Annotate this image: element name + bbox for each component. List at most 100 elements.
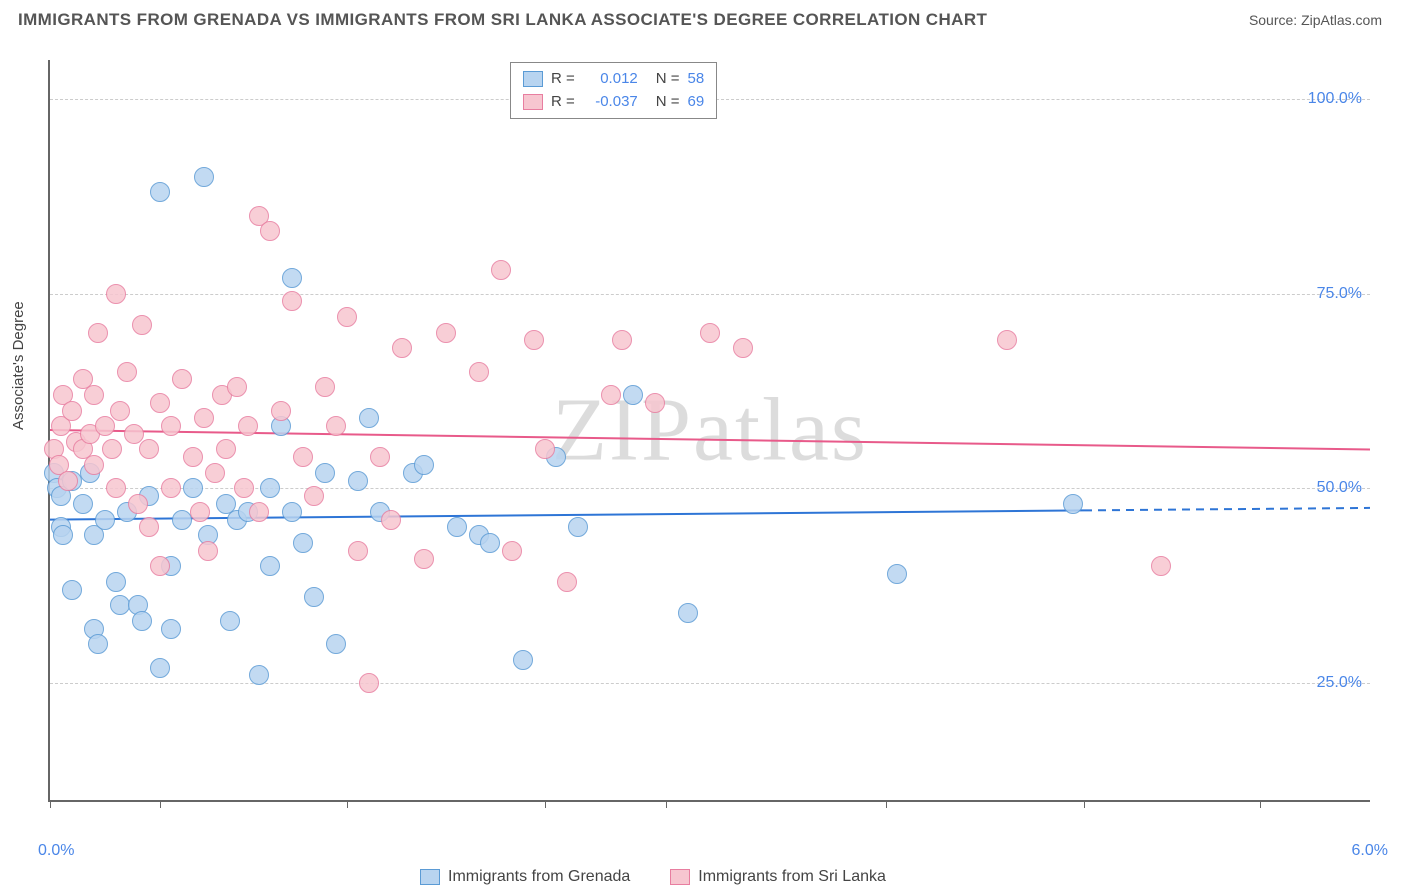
data-point xyxy=(95,416,115,436)
data-point xyxy=(139,517,159,537)
data-point xyxy=(150,658,170,678)
source-attribution: Source: ZipAtlas.com xyxy=(1249,12,1382,28)
n-value: 69 xyxy=(688,91,705,114)
data-point xyxy=(326,634,346,654)
data-point xyxy=(88,634,108,654)
n-value: 58 xyxy=(688,68,705,91)
data-point xyxy=(58,471,78,491)
data-point xyxy=(117,362,137,382)
x-tick xyxy=(666,800,667,808)
data-point xyxy=(150,556,170,576)
swatch-icon xyxy=(523,94,543,110)
data-point xyxy=(568,517,588,537)
chart-title: IMMIGRANTS FROM GRENADA VS IMMIGRANTS FR… xyxy=(18,10,987,30)
data-point xyxy=(260,221,280,241)
x-tick xyxy=(160,800,161,808)
data-point xyxy=(106,284,126,304)
data-point xyxy=(62,401,82,421)
r-value: 0.012 xyxy=(583,68,638,91)
legend-item-srilanka: Immigrants from Sri Lanka xyxy=(670,868,886,886)
data-point xyxy=(227,377,247,397)
data-point xyxy=(249,665,269,685)
n-label: N = xyxy=(656,68,680,91)
data-point xyxy=(190,502,210,522)
gridline xyxy=(50,294,1370,295)
data-point xyxy=(700,323,720,343)
data-point xyxy=(612,330,632,350)
data-point xyxy=(161,619,181,639)
data-point xyxy=(282,268,302,288)
data-point xyxy=(249,502,269,522)
x-axis-max-label: 6.0% xyxy=(1352,842,1388,860)
data-point xyxy=(359,408,379,428)
data-point xyxy=(436,323,456,343)
data-point xyxy=(414,549,434,569)
data-point xyxy=(194,408,214,428)
data-point xyxy=(53,525,73,545)
data-point xyxy=(623,385,643,405)
data-point xyxy=(524,330,544,350)
data-point xyxy=(887,564,907,584)
data-point xyxy=(84,455,104,475)
gridline xyxy=(50,683,1370,684)
data-point xyxy=(260,478,280,498)
data-point xyxy=(139,439,159,459)
r-label: R = xyxy=(551,68,575,91)
x-tick xyxy=(50,800,51,808)
correlation-legend: R = 0.012 N = 58 R = -0.037 N = 69 xyxy=(510,62,717,119)
data-point xyxy=(132,315,152,335)
data-point xyxy=(128,494,148,514)
data-point xyxy=(84,385,104,405)
data-point xyxy=(392,338,412,358)
data-point xyxy=(150,182,170,202)
data-point xyxy=(502,541,522,561)
x-axis-min-label: 0.0% xyxy=(38,842,74,860)
r-label: R = xyxy=(551,91,575,114)
x-tick xyxy=(347,800,348,808)
series-legend: Immigrants from Grenada Immigrants from … xyxy=(420,868,886,886)
data-point xyxy=(645,393,665,413)
swatch-icon xyxy=(670,869,690,885)
data-point xyxy=(997,330,1017,350)
data-point xyxy=(557,572,577,592)
data-point xyxy=(326,416,346,436)
data-point xyxy=(1151,556,1171,576)
data-point xyxy=(110,401,130,421)
data-point xyxy=(348,471,368,491)
data-point xyxy=(194,167,214,187)
data-point xyxy=(220,611,240,631)
data-point xyxy=(293,447,313,467)
data-point xyxy=(337,307,357,327)
source-label: Source: xyxy=(1249,12,1297,28)
n-label: N = xyxy=(656,91,680,114)
data-point xyxy=(216,439,236,459)
data-point xyxy=(1063,494,1083,514)
legend-label: Immigrants from Sri Lanka xyxy=(698,868,886,886)
data-point xyxy=(304,486,324,506)
data-point xyxy=(73,494,93,514)
y-axis-title: Associate's Degree xyxy=(10,301,27,430)
swatch-icon xyxy=(420,869,440,885)
legend-label: Immigrants from Grenada xyxy=(448,868,630,886)
data-point xyxy=(102,439,122,459)
r-value: -0.037 xyxy=(583,91,638,114)
data-point xyxy=(315,377,335,397)
data-point xyxy=(348,541,368,561)
y-tick-label: 25.0% xyxy=(1317,674,1362,692)
data-point xyxy=(480,533,500,553)
x-tick xyxy=(886,800,887,808)
source-name: ZipAtlas.com xyxy=(1301,12,1382,28)
data-point xyxy=(150,393,170,413)
data-point xyxy=(469,362,489,382)
data-point xyxy=(198,541,218,561)
data-point xyxy=(678,603,698,623)
y-tick-label: 50.0% xyxy=(1317,479,1362,497)
data-point xyxy=(381,510,401,530)
legend-row-srilanka: R = -0.037 N = 69 xyxy=(523,91,704,114)
data-point xyxy=(304,587,324,607)
x-tick xyxy=(1260,800,1261,808)
data-point xyxy=(124,424,144,444)
data-point xyxy=(238,416,258,436)
data-point xyxy=(733,338,753,358)
data-point xyxy=(370,447,390,467)
